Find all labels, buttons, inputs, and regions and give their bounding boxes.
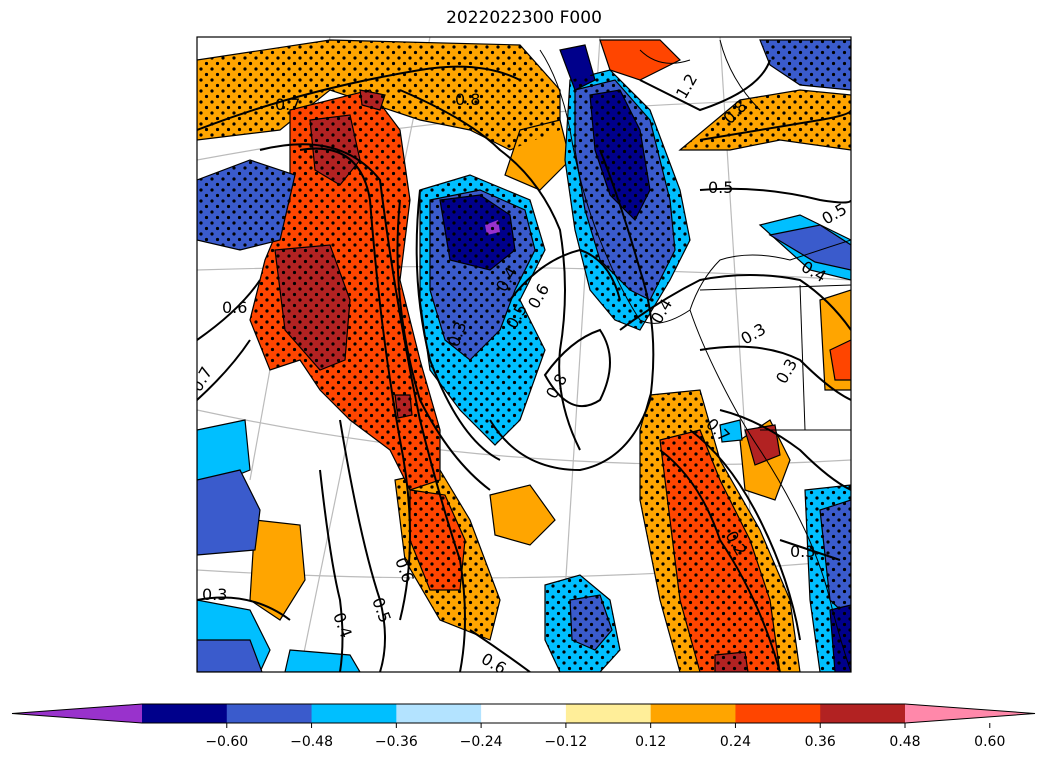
- map-area: 0.7 0.8 1.2 0.8 0.5 0.5 0.6 0.7 0.4 0.3 …: [197, 37, 851, 672]
- colorbar-extend-low: [12, 704, 142, 723]
- colorbar-tick-label: 0.12: [635, 734, 667, 750]
- colorbar-tick-label: 0.24: [719, 734, 752, 750]
- contour-label: 0.8: [455, 90, 480, 109]
- colorbar-outline: [11, 703, 1036, 724]
- colorbar-tick-label: −0.36: [374, 734, 418, 750]
- colorbar-tick-label: −0.12: [544, 734, 588, 750]
- colorbar-swatch: [226, 704, 313, 723]
- colorbar-tick-label: 0.60: [974, 734, 1006, 750]
- colorbar-swatch: [820, 704, 906, 723]
- contour-label: 0.5: [708, 178, 733, 197]
- colorbar-swatch: [311, 704, 397, 723]
- colorbar-extend-high: [905, 704, 1035, 723]
- map-title: 2022022300 F000: [446, 8, 602, 28]
- colorbar-tick-label: −0.60: [205, 734, 249, 750]
- colorbar-tick-label: 0.36: [804, 734, 836, 750]
- colorbar-swatch: [650, 704, 736, 723]
- contour-label: 0.3: [790, 542, 815, 561]
- colorbar-tick-label: 0.48: [889, 734, 921, 750]
- colorbar-tick-label: −0.24: [459, 734, 503, 750]
- coastlines: [539, 39, 851, 672]
- contour-label: 0.3: [202, 585, 227, 604]
- colorbar: [11, 703, 1036, 728]
- colorbar-swatch: [142, 704, 228, 723]
- colorbar-swatch: [565, 704, 652, 723]
- contour-label: 0.6: [222, 298, 247, 317]
- colorbar-swatch: [481, 704, 567, 723]
- colorbar-swatch: [735, 704, 821, 723]
- colorbar-swatch: [396, 704, 482, 723]
- map-frame: [196, 36, 852, 673]
- colorbar-tick-label: −0.48: [290, 734, 333, 750]
- contour-label: 0.7: [275, 95, 300, 114]
- contour-lines: [197, 59, 851, 672]
